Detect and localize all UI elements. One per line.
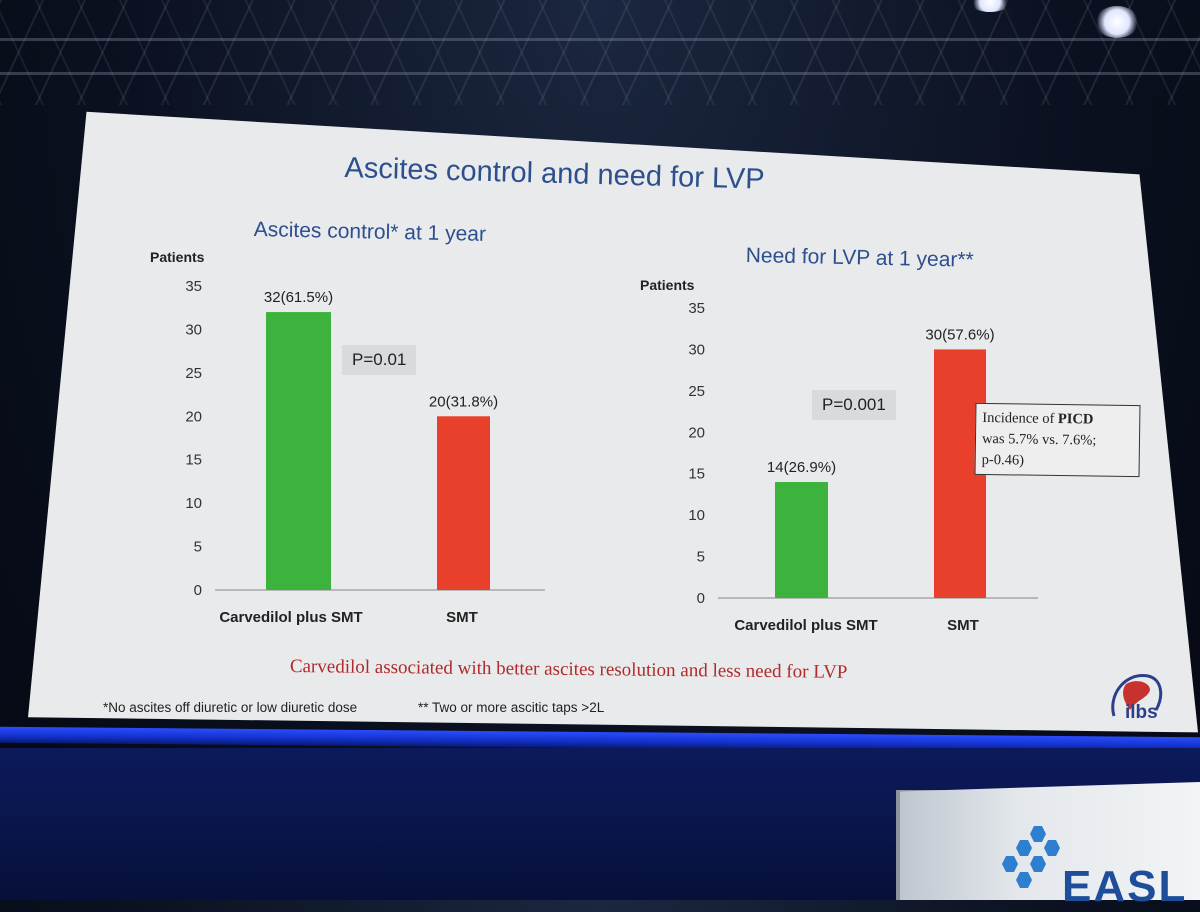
chart-1-p-value: P=0.01 (342, 345, 417, 375)
easl-logo-hex (1016, 840, 1032, 856)
footnote-1: *No ascites off diuretic or low diuretic… (103, 700, 358, 715)
chart-2-y-tick-label: 30 (688, 341, 705, 358)
easl-logo-hex (1044, 840, 1060, 856)
chart-1-y-tick-label: 35 (185, 278, 202, 295)
chart-1-data-label-2: 20(31.8%) (429, 393, 498, 410)
picd-note-line3: p-0.46) (981, 451, 1025, 469)
chart-1-y-tick-label: 0 (194, 582, 202, 599)
chart-2-y-tick-label: 0 (697, 590, 705, 607)
truss-beam-bottom (0, 72, 1200, 75)
chart-2-y-axis-label: Patients (640, 277, 695, 293)
chart-1-category-label-2: SMT (446, 609, 478, 626)
ilbs-logo-text: ilbs (1125, 702, 1158, 723)
easl-logo-hex (1030, 826, 1046, 842)
picd-note-line1: Incidence of PICD (982, 408, 1133, 431)
truss-beam-top (0, 38, 1200, 41)
chart-2-y-tick-label: 35 (688, 300, 705, 317)
chart-1-data-label-1: 32(61.5%) (264, 289, 333, 306)
ceiling-truss (0, 0, 1200, 105)
chart-2-y-tick-label: 5 (697, 549, 705, 566)
chart-1-category-label-1: Carvedilol plus SMT (219, 609, 362, 626)
chart-2-data-label-2: 30(57.6%) (925, 326, 994, 343)
chart-2-data-label-1: 14(26.9%) (767, 459, 836, 476)
chart-2-p-value: P=0.001 (812, 390, 896, 420)
easl-logo-hex (1016, 872, 1032, 888)
picd-note-bold: PICD (1057, 411, 1094, 428)
chart-1-y-tick-label: 5 (194, 539, 202, 556)
chart-2-category-label-1: Carvedilol plus SMT (734, 617, 877, 634)
easl-logo-hex (1030, 856, 1046, 872)
picd-note-box: Incidence of PICD was 5.7% vs. 7.6%; p-0… (974, 402, 1141, 478)
ceiling-light-right (1095, 6, 1139, 38)
chart-2-y-tick-label: 20 (688, 424, 705, 441)
picd-note-line2: was 5.7% vs. 7.6%; (981, 430, 1097, 449)
chart-1-y-tick-label: 15 (185, 452, 202, 469)
chart-1-y-tick-label: 10 (185, 495, 202, 512)
chart-2-y-tick-label: 25 (688, 383, 705, 400)
chart-1-bar-2 (437, 416, 490, 590)
chart-1-y-axis-label: Patients (150, 249, 205, 265)
chart-1-bar-1 (266, 312, 331, 590)
picd-note-prefix: Incidence of (982, 409, 1059, 428)
footnote-2: ** Two or more ascitic taps >2L (418, 700, 605, 715)
chart-2-y-tick-label: 10 (688, 507, 705, 524)
easl-logo-hex (1002, 856, 1018, 872)
chart-1-y-tick-label: 25 (185, 365, 202, 382)
chart-2-bar-1 (775, 482, 828, 598)
ilbs-logo-icon (1111, 674, 1163, 717)
chart-1-y-tick-label: 30 (185, 321, 202, 338)
chart-2-category-label-2: SMT (947, 617, 979, 634)
ceiling-light-left (970, 0, 1010, 12)
chart-1-y-tick-label: 20 (185, 408, 202, 425)
chart-2-y-tick-label: 15 (688, 466, 705, 483)
